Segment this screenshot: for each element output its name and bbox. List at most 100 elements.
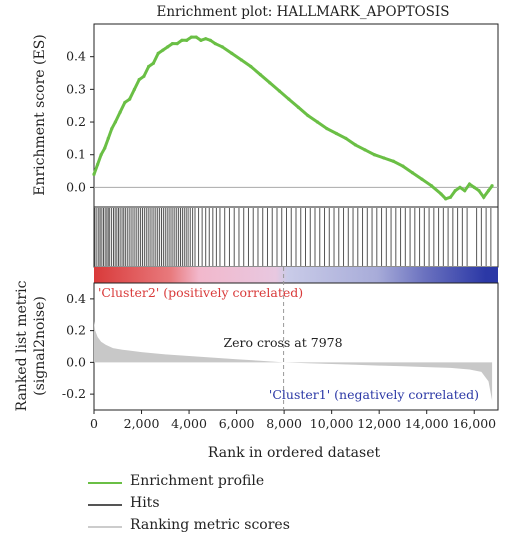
es-y-tick-label: 0.0: [66, 179, 86, 194]
x-tick-label: 16,000: [452, 416, 496, 431]
enrichment-profile-point: [477, 189, 481, 193]
enrichment-profile-point: [391, 159, 396, 163]
enrichment-profile-point: [472, 185, 476, 189]
enrichment-profile-point: [439, 192, 443, 196]
legend: Enrichment profile Hits Ranking metric s…: [88, 472, 408, 538]
es-y-tick-label: 0.3: [66, 81, 86, 96]
legend-swatch-hits: [88, 504, 122, 506]
enrichment-profile-point: [175, 42, 179, 46]
enrichment-profile-point: [151, 61, 156, 65]
enrichment-profile-point: [128, 97, 132, 101]
metric-y-ticks: -0.2 0.0 0.2 0.4: [62, 291, 94, 401]
enrichment-profile-point: [103, 146, 107, 150]
enrichment-profile-point: [401, 164, 405, 168]
enrichment-profile-point: [213, 42, 217, 46]
enrichment-profile-point: [482, 195, 486, 199]
enrichment-profile-point: [113, 120, 117, 124]
enrichment-profile-point: [208, 38, 213, 42]
legend-label-ranking-metric-scores: Ranking metric scores: [130, 517, 290, 533]
enrichment-profile-point: [372, 153, 377, 157]
enrichment-profile-point: [110, 126, 114, 131]
enrichment-profile-point: [444, 197, 448, 201]
hits-group: [94, 208, 492, 266]
enrichment-profile-point: [448, 195, 453, 199]
x-axis-title: Rank in ordered dataset: [208, 445, 381, 461]
legend-item-hits: Hits: [88, 494, 408, 516]
enrichment-profile-point: [363, 148, 367, 152]
enrichment-profile-point: [220, 45, 224, 49]
enrichment-profile-point: [325, 126, 329, 131]
enrichment-profile-point: [156, 51, 160, 56]
enrichment-profile-point: [249, 64, 253, 69]
enrichment-profile-point: [92, 172, 96, 176]
enrichment-profile-point: [296, 105, 300, 109]
positive-correlation-label: 'Cluster2' (positively correlated): [98, 285, 303, 300]
x-tick-label: 14,000: [405, 416, 449, 431]
enrichment-profile-points: [92, 35, 494, 201]
enrichment-profile-point: [106, 136, 110, 140]
enrichment-profile-point: [137, 77, 141, 82]
enrichment-profile-point: [185, 38, 189, 42]
legend-label-hits: Hits: [130, 495, 160, 511]
legend-swatch-enrichment-profile: [88, 482, 122, 484]
x-tick-label: 10,000: [310, 416, 354, 431]
enrichment-profile-point: [429, 184, 434, 188]
ranking-color-bar: [94, 267, 498, 283]
enrichment-profile-point: [180, 38, 184, 42]
enrichment-profile-point: [147, 64, 151, 69]
enrichment-profile-point: [467, 182, 472, 186]
enrichment-profile-point: [132, 87, 136, 91]
enrichment-profile-point: [490, 184, 494, 188]
enrichment-profile-point: [463, 189, 467, 193]
enrichment-profile-point: [118, 110, 122, 114]
enrichment-profile-point: [315, 120, 319, 124]
enrichment-profile-point: [189, 35, 194, 39]
legend-item-enrichment-profile: Enrichment profile: [88, 472, 408, 494]
metric-y-axis-title-line-1: Ranked list metric: [14, 280, 30, 411]
metric-y-tick-label: -0.2: [62, 386, 86, 401]
enrichment-profile-point: [95, 162, 100, 167]
negative-correlation-label: 'Cluster1' (negatively correlated): [269, 387, 479, 402]
metric-y-axis-title-line-2: (signal2noise): [32, 296, 48, 396]
es-y-tick-label: 0.4: [66, 49, 86, 64]
enrichment-profile-point: [123, 100, 127, 105]
x-tick-label: 4,000: [171, 416, 207, 431]
metric-y-tick-label: 0.0: [66, 354, 86, 369]
x-tick-label: 6,000: [219, 416, 255, 431]
enrichment-profile-point: [258, 73, 262, 77]
enrichment-profile-point: [194, 35, 198, 39]
legend-swatch-ranking-metric-scores: [88, 526, 122, 528]
metric-y-tick-label: 0.4: [66, 291, 86, 306]
legend-label-enrichment-profile: Enrichment profile: [130, 473, 265, 489]
legend-item-ranking-metric-scores: Ranking metric scores: [88, 516, 408, 538]
es-y-axis-title: Enrichment score (ES): [32, 34, 48, 196]
enrichment-profile-point: [453, 189, 457, 193]
x-tick-label: 2,000: [124, 416, 160, 431]
enrichment-profile-point: [486, 189, 491, 193]
es-y-tick-label: 0.2: [66, 114, 86, 129]
x-tick-label: 8,000: [266, 416, 302, 431]
metric-y-tick-label: 0.2: [66, 323, 86, 338]
enrichment-profile-point: [239, 58, 243, 62]
enrichment-profile-point: [420, 177, 424, 181]
es-panel-frame: [93, 23, 499, 208]
enrichment-profile-point: [204, 37, 208, 41]
es-y-tick-label: 0.1: [66, 147, 86, 162]
enrichment-profile-point: [344, 136, 348, 140]
enrichment-profile-point: [161, 48, 165, 52]
enrichment-profile-point: [268, 81, 272, 85]
enrichment-profile-point: [306, 113, 310, 118]
enrichment-profile-point: [458, 185, 462, 189]
enrichment-profile-point: [287, 97, 291, 101]
ranking-metric-area: [94, 321, 493, 401]
x-tick-label: 0: [90, 416, 98, 431]
enrichment-profile-point: [353, 143, 358, 147]
enrichment-profile-point: [199, 38, 203, 42]
x-tick-label: 12,000: [357, 416, 401, 431]
es-y-ticks: 0.0 0.1 0.2 0.3 0.4: [66, 49, 94, 194]
enrichment-profile-point: [99, 153, 103, 157]
enrichment-profile-point: [277, 89, 281, 93]
enrichment-profile-line: [92, 35, 494, 201]
enrichment-profile-point: [170, 42, 175, 46]
